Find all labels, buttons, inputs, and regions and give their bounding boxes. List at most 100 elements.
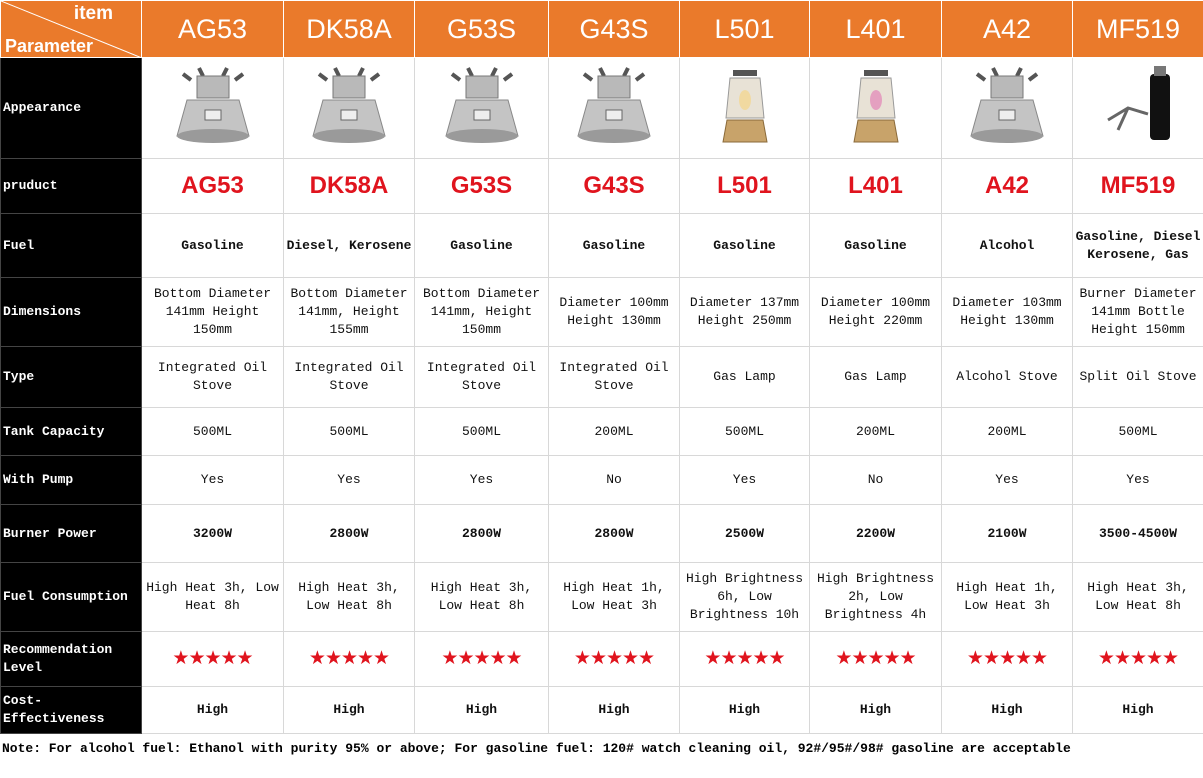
product-image [175,67,250,143]
cell: Yes [1072,455,1203,505]
cell: 2200W [809,504,942,563]
cell: L501 [679,158,810,214]
cell: High Brightness 6h, Low Brightness 10h [679,562,810,632]
table-row: Recommendation Level ★★★★★ ★★★★★ ★★★★★ ★★★★★… [0,631,1203,687]
cell: High [679,686,810,734]
column-header: A42 [941,0,1073,58]
table-row: Appearance [0,57,1203,159]
row-label: With Pump [0,455,142,505]
cell: Diameter 137mm Height 250mm [679,277,810,347]
image-cell [414,57,549,159]
table-row: Type Integrated Oil Stove Integrated Oil S… [0,346,1203,408]
column-header: G53S [414,0,549,58]
note: Note: For alcohol fuel: Ethanol with pur… [2,741,1071,756]
cell: 500ML [414,407,549,456]
cell: Gasoline [414,213,549,278]
row-label: Cost-Effectiveness [0,686,142,734]
cell: 200ML [809,407,942,456]
cell: ★★★★★ [941,631,1073,687]
cell: Gas Lamp [679,346,810,408]
cell: Burner Diameter 141mm Bottle Height 150m… [1072,277,1203,347]
cell: Bottom Diameter 141mm Height 150mm [141,277,284,347]
row-label: Type [0,346,142,408]
cell: Integrated Oil Stove [548,346,680,408]
row-label: Tank Capacity [0,407,142,456]
cell: High Heat 1h, Low Heat 3h [941,562,1073,632]
row-label: Burner Power [0,504,142,563]
product-image [444,67,519,143]
image-cell [679,57,810,159]
cell: High Heat 3h, Low Heat 8h [141,562,284,632]
cell: Diameter 100mm Height 220mm [809,277,942,347]
cell: Integrated Oil Stove [283,346,415,408]
cell: ★★★★★ [1072,631,1203,687]
cell: Yes [283,455,415,505]
table-row: Cost-Effectiveness High High High High High Hi… [0,686,1203,734]
table-row: Dimensions Bottom Diameter 141mm Height 1… [0,277,1203,347]
cell: High Heat 3h, Low Heat 8h [283,562,415,632]
table-row: pruduct AG53 DK58A G53S G43S L501 L401 A42 MF519 [0,158,1203,214]
cell: No [548,455,680,505]
image-cell [1072,57,1203,159]
cell: No [809,455,942,505]
cell: High Heat 3h, Low Heat 8h [1072,562,1203,632]
corner-cell: item Parameter [0,0,142,58]
cell: 3200W [141,504,284,563]
table-row: Fuel Gasoline Diesel, Kerosene Gasoline Gaso… [0,213,1203,278]
cell: Split Oil Stove [1072,346,1203,408]
image-cell [141,57,284,159]
cell: ★★★★★ [809,631,942,687]
cell: Gasoline [141,213,284,278]
cell: Yes [414,455,549,505]
product-image [1107,66,1170,140]
cell: 500ML [283,407,415,456]
cell: Gas Lamp [809,346,942,408]
cell: 2500W [679,504,810,563]
cell: Integrated Oil Stove [414,346,549,408]
comparison-table: item Parameter AG53 DK58A G53S G43S L501 L401 A… [0,0,1203,734]
cell: Diesel, Kerosene [283,213,415,278]
cell: Integrated Oil Stove [141,346,284,408]
cell: Diameter 103mm Height 130mm [941,277,1073,347]
column-header: G43S [548,0,680,58]
cell: 200ML [941,407,1073,456]
cell: AG53 [141,158,284,214]
row-label: pruduct [0,158,142,214]
product-image [577,67,651,143]
product-image [721,70,768,143]
column-header: MF519 [1072,0,1203,58]
cell: 2800W [548,504,680,563]
cell: High [141,686,284,734]
table-row: Burner Power 3200W 2800W 2800W 2800W 2500W 220… [0,504,1203,563]
cell: Gasoline, Diesel Kerosene, Gas [1072,213,1203,278]
column-header: L401 [809,0,942,58]
cell: 3500-4500W [1072,504,1203,563]
table-row: Tank Capacity 500ML 500ML 500ML 200ML 500ML 20… [0,407,1203,456]
cell: 500ML [1072,407,1203,456]
product-image [852,70,899,143]
corner-top: item [73,3,113,24]
table-row: Fuel Consumption High Heat 3h, Low Heat 8… [0,562,1203,632]
cell: ★★★★★ [548,631,680,687]
cell: High [283,686,415,734]
cell: Alcohol Stove [941,346,1073,408]
cell: Yes [941,455,1073,505]
row-label: Recommendation Level [0,631,142,687]
cell: L401 [809,158,942,214]
cell: 500ML [679,407,810,456]
cell: High Heat 3h, Low Heat 8h [414,562,549,632]
cell: 500ML [141,407,284,456]
cell: 2100W [941,504,1073,563]
cell: ★★★★★ [141,631,284,687]
image-cell [548,57,680,159]
product-image [312,67,386,143]
image-cell [809,57,942,159]
cell: Alcohol [941,213,1073,278]
row-label: Fuel Consumption [0,562,142,632]
product-image [970,67,1044,143]
cell: A42 [941,158,1073,214]
cell: G43S [548,158,680,214]
header-row: item Parameter AG53 DK58A G53S G43S L501 L401 A… [0,0,1203,58]
row-label: Fuel [0,213,142,278]
cell: High [548,686,680,734]
